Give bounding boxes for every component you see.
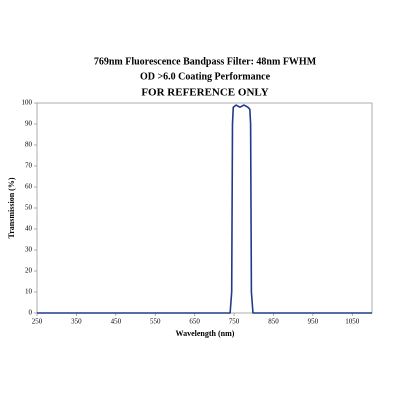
chart-title: 769nm Fluorescence Bandpass Filter: 48nm…	[94, 56, 317, 67]
x-tick-label: 450	[111, 318, 122, 326]
x-tick-label: 350	[71, 318, 82, 326]
x-tick-label: 950	[308, 318, 319, 326]
x-tick-label: 550	[150, 318, 161, 326]
x-tick-label: 750	[229, 318, 240, 326]
y-tick-label: 0	[29, 309, 33, 317]
y-tick-label: 80	[25, 141, 33, 149]
y-axis-label: Transmission (%)	[7, 177, 16, 238]
x-tick-label: 650	[189, 318, 200, 326]
x-tick-label: 250	[32, 318, 43, 326]
y-tick-label: 20	[25, 267, 33, 275]
plot-frame	[36, 102, 373, 314]
chart-note: FOR REFERENCE ONLY	[141, 87, 268, 99]
y-tick-label: 50	[25, 204, 33, 212]
y-tick-label: 70	[25, 162, 33, 170]
y-tick-label: 100	[22, 99, 33, 107]
y-tick-label: 30	[25, 246, 33, 254]
x-axis-label: Wavelength (nm)	[176, 329, 235, 338]
y-tick-label: 90	[25, 120, 33, 128]
y-tick-label: 40	[25, 225, 33, 233]
x-tick-label: 1050	[345, 318, 360, 326]
y-tick-label: 10	[25, 288, 33, 296]
chart-subtitle: OD >6.0 Coating Performance	[140, 71, 271, 82]
x-tick-label: 850	[268, 318, 279, 326]
y-tick-label: 60	[25, 183, 33, 191]
data-line	[37, 104, 372, 314]
